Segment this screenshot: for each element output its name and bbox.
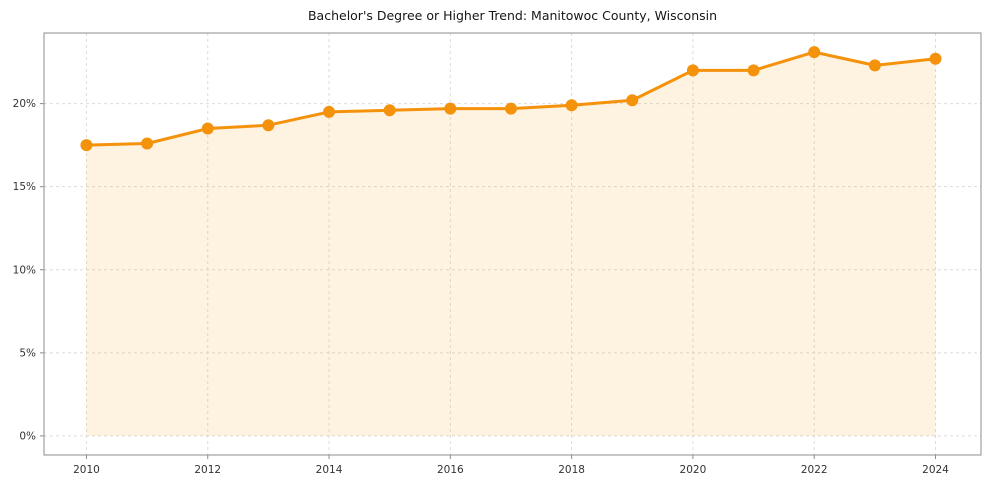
data-point-marker <box>141 137 154 150</box>
chart-title: Bachelor's Degree or Higher Trend: Manit… <box>307 8 718 23</box>
x-tick-label: 2018 <box>558 464 585 476</box>
x-tick-label: 2024 <box>922 464 949 476</box>
data-point-marker <box>383 104 396 117</box>
data-point-marker <box>686 64 699 77</box>
data-point-marker <box>626 94 639 107</box>
x-tick-label: 2016 <box>437 464 464 476</box>
data-point-marker <box>929 52 942 65</box>
data-point-marker <box>201 122 214 135</box>
x-tick-label: 2012 <box>194 464 221 476</box>
x-tick-label: 2022 <box>801 464 828 476</box>
y-tick-label: 0% <box>19 430 36 442</box>
y-tick-label: 10% <box>13 264 36 276</box>
area-fill <box>86 52 936 436</box>
data-point-marker <box>565 99 578 112</box>
data-point-marker <box>80 139 93 152</box>
y-tick-label: 5% <box>19 347 36 359</box>
data-point-marker <box>323 105 336 118</box>
data-point-marker <box>262 119 275 132</box>
data-point-marker <box>747 64 760 77</box>
y-tick-label: 15% <box>13 181 36 193</box>
data-point-marker <box>808 46 821 59</box>
data-point-marker <box>444 102 457 115</box>
data-point-marker <box>504 102 517 115</box>
x-tick-label: 2020 <box>680 464 707 476</box>
y-tick-label: 20% <box>13 98 36 110</box>
x-tick-label: 2010 <box>73 464 100 476</box>
plot-frame <box>43 32 982 456</box>
data-point-marker <box>868 59 881 72</box>
x-tick-label: 2014 <box>316 464 343 476</box>
